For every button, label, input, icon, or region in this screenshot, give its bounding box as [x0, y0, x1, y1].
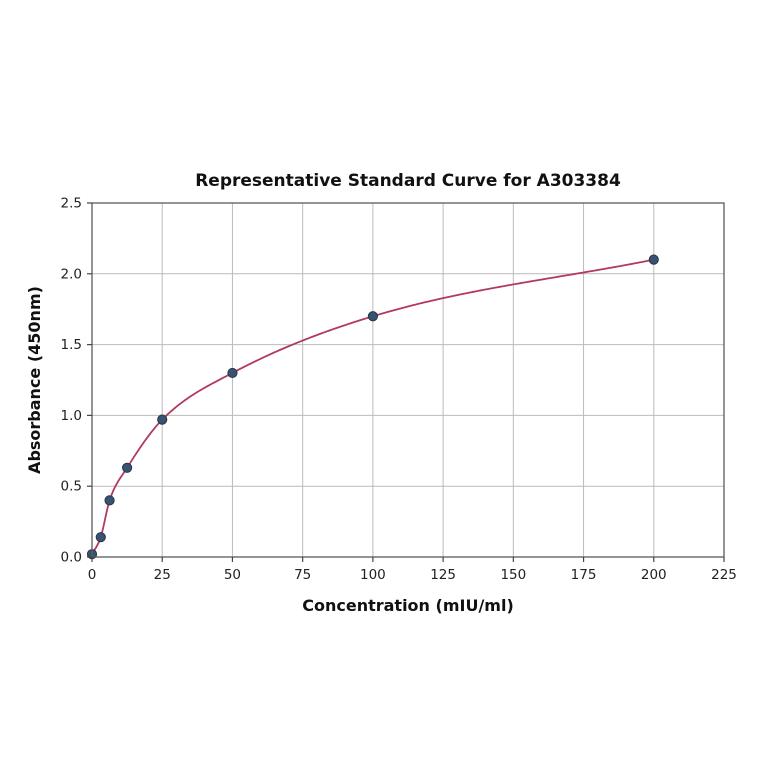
plot-border — [91, 202, 725, 558]
y-tick-label: 1.5 — [61, 337, 82, 353]
axis-ticks: 0 25 50 75 100 125 150 175 200 225 0.0 0.5 1.0 1.5 2.0… — [61, 196, 737, 584]
data-point — [95, 532, 106, 543]
x-axis-label: Concentration (mIU/ml) — [302, 596, 514, 615]
y-axis-label: Absorbance (450nm) — [25, 286, 44, 474]
data-points — [86, 254, 659, 560]
x-tick-label: 225 — [711, 567, 737, 583]
y-tick-label: 2.0 — [61, 266, 82, 282]
x-tick-label: 25 — [154, 567, 171, 583]
x-tick-label: 125 — [430, 567, 456, 583]
plot-frame — [91, 202, 725, 558]
x-tick-label: 150 — [500, 567, 526, 583]
x-tick-label: 200 — [641, 567, 667, 583]
y-tick-label: 2.5 — [61, 196, 82, 212]
y-tick-label: 0.5 — [61, 479, 82, 495]
data-point — [157, 414, 168, 425]
x-tick-label: 50 — [224, 567, 241, 583]
data-point — [227, 367, 238, 379]
x-tick-label: 75 — [294, 567, 311, 583]
y-tick-label: 1.0 — [61, 408, 82, 424]
chart-title: Representative Standard Curve for A30338… — [195, 171, 621, 191]
data-point — [104, 495, 115, 506]
data-point — [367, 311, 378, 322]
data-point — [122, 462, 133, 473]
data-point — [648, 254, 659, 265]
x-tick-label: 100 — [360, 567, 386, 583]
grid-lines — [91, 202, 725, 558]
y-tick-label: 0.0 — [61, 550, 82, 566]
x-tick-label: 175 — [571, 567, 597, 583]
x-tick-label: 0 — [88, 567, 97, 583]
